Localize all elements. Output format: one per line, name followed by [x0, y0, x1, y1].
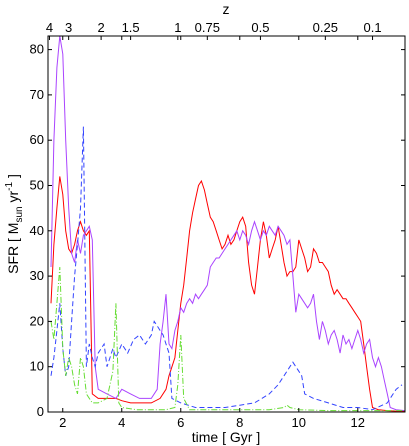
y-tick-label: 10 [30, 359, 44, 374]
top-tick-label: 0.25 [313, 20, 338, 35]
y-axis-label: SFR [ Msun yr-1 ] [4, 174, 25, 274]
y-axis-label-sup: -1 [4, 181, 15, 190]
y-tick-label: 60 [30, 132, 44, 147]
x-tick-label: 12 [351, 415, 365, 430]
y-tick-label: 30 [30, 268, 44, 283]
x-tick-label: 6 [177, 415, 184, 430]
top-tick-label: 3 [65, 20, 72, 35]
x-tick-label: 10 [292, 415, 306, 430]
top-tick-label: 1 [174, 20, 181, 35]
y-axis-label-mid: yr [5, 191, 21, 207]
series-layer [50, 35, 406, 412]
plot-area [48, 36, 405, 412]
top-tick-label: 0.5 [251, 20, 269, 35]
y-tick-label: 50 [30, 177, 44, 192]
series-line-4 [50, 266, 405, 412]
x-tick-label: 8 [236, 415, 243, 430]
top-tick-label: 4 [46, 20, 53, 35]
y-tick-label: 20 [30, 313, 44, 328]
top-axis-label: z [223, 1, 230, 17]
top-tick-label: 2 [97, 20, 104, 35]
y-axis-label-suffix: ] [5, 174, 21, 182]
x-axis-label: time [ Gyr ] [192, 429, 260, 445]
y-axis-label-prefix: SFR [ M [5, 223, 21, 274]
plot-frame [47, 35, 406, 413]
y-axis-label-sub: sun [14, 206, 25, 222]
y-tick-label: 70 [30, 87, 44, 102]
y-tick-label: 0 [37, 404, 44, 419]
series-line-3 [50, 126, 403, 411]
y-tick-label: 40 [30, 223, 44, 238]
top-tick-label: 0.75 [195, 20, 220, 35]
x-tick-label: 2 [59, 415, 66, 430]
series-line-2 [50, 35, 406, 412]
x-tick-label: 4 [118, 415, 125, 430]
top-tick-label: 1.5 [122, 20, 140, 35]
top-tick-label: 0.1 [364, 20, 382, 35]
y-tick-label: 80 [30, 42, 44, 57]
